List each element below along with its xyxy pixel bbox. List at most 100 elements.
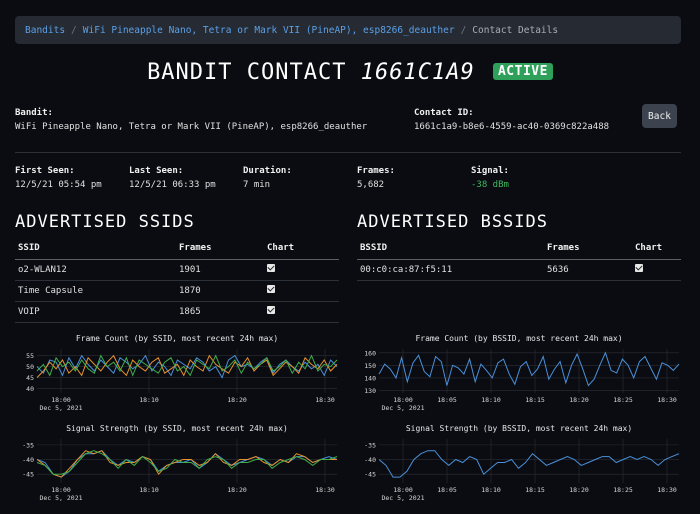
column-header-bssid: BSSID bbox=[357, 238, 544, 260]
x-tick-label: 18:30 bbox=[315, 486, 335, 494]
page-title: BANDIT CONTACT 1661C1A9 ACTIVE bbox=[0, 60, 700, 85]
y-tick-label: -40 bbox=[364, 456, 376, 464]
x-tick-label: 18:25 bbox=[613, 396, 633, 404]
duration-value: 7 min bbox=[243, 180, 271, 190]
x-tick-label: Dec 5, 2021 bbox=[381, 494, 424, 502]
first-seen-label: First Seen: bbox=[15, 166, 75, 176]
last-seen-label: Last Seen: bbox=[129, 166, 184, 176]
chart-title-signal-ssid: Signal Strength (by SSID, most recent 24… bbox=[66, 424, 288, 433]
y-tick-label: 130 bbox=[364, 387, 376, 395]
contact-id-value: 1661c1a9-b8e6-4559-ac40-0369c822a488 bbox=[414, 122, 610, 132]
x-tick-label: 18:05 bbox=[437, 486, 457, 494]
ssid-cell: VOIP bbox=[15, 301, 176, 323]
contact-id-label: Contact ID: bbox=[414, 108, 474, 118]
x-tick-label: 18:20 bbox=[227, 396, 247, 404]
contact-short-id: 1661C1A9 bbox=[360, 60, 475, 85]
bssid-cell: 00:c0:ca:87:f5:11 bbox=[357, 259, 544, 281]
y-tick-label: 55 bbox=[26, 352, 34, 360]
x-tick-label: 18:10 bbox=[139, 486, 159, 494]
breadcrumb-separator: / bbox=[71, 24, 77, 36]
y-tick-label: 45 bbox=[26, 374, 34, 382]
back-button[interactable]: Back bbox=[642, 104, 677, 128]
x-tick-label: 18:00 bbox=[393, 396, 413, 404]
table-row: VOIP 1865 bbox=[15, 301, 339, 323]
x-tick-label: 18:15 bbox=[525, 396, 545, 404]
x-tick-label: 18:10 bbox=[481, 486, 501, 494]
x-tick-label: 18:00 bbox=[51, 486, 71, 494]
frames-cell: 1870 bbox=[176, 280, 264, 302]
table-row: 00:c0:ca:87:f5:11 5636 bbox=[357, 259, 681, 281]
chart-checkbox[interactable] bbox=[635, 264, 643, 272]
breadcrumb-link-bandits[interactable]: Bandits bbox=[25, 24, 66, 36]
breadcrumb-current: Contact Details bbox=[472, 24, 559, 36]
chart-checkbox[interactable] bbox=[267, 306, 275, 314]
y-tick-label: -35 bbox=[364, 441, 376, 449]
column-header-frames: Frames bbox=[544, 238, 632, 260]
series-line bbox=[36, 450, 337, 478]
ssid-cell: o2-WLAN12 bbox=[15, 259, 176, 281]
frames-label: Frames: bbox=[357, 166, 395, 176]
breadcrumb-link-bandit[interactable]: WiFi Pineapple Nano, Tetra or Mark VII (… bbox=[82, 24, 455, 36]
y-tick-label: 50 bbox=[26, 363, 34, 371]
table-header-row: SSID Frames Chart bbox=[15, 238, 339, 260]
series-line bbox=[36, 354, 338, 377]
x-tick-label: 18:00 bbox=[51, 396, 71, 404]
status-badge: ACTIVE bbox=[492, 63, 553, 80]
chart-cell bbox=[264, 259, 339, 281]
x-tick-label: 18:10 bbox=[481, 396, 501, 404]
frames-cell: 1901 bbox=[176, 259, 264, 281]
ssid-cell: Time Capsule bbox=[15, 280, 176, 302]
signal-value: -38 dBm bbox=[471, 180, 509, 190]
title-prefix: BANDIT CONTACT bbox=[147, 60, 347, 85]
x-tick-label: 18:20 bbox=[227, 486, 247, 494]
y-tick-label: 160 bbox=[364, 349, 376, 357]
y-tick-label: -35 bbox=[22, 441, 34, 449]
x-tick-label: 18:00 bbox=[393, 486, 413, 494]
bssid-table: BSSID Frames Chart 00:c0:ca:87:f5:11 563… bbox=[357, 238, 681, 281]
table-row: Time Capsule 1870 bbox=[15, 280, 339, 302]
x-tick-label: 18:30 bbox=[315, 396, 335, 404]
chart-title-frame-count-bssid: Frame Count (by BSSID, most recent 24h m… bbox=[415, 334, 623, 343]
x-tick-label: Dec 5, 2021 bbox=[39, 404, 82, 412]
x-tick-label: 18:30 bbox=[657, 486, 677, 494]
y-tick-label: -45 bbox=[22, 471, 34, 479]
y-tick-label: 140 bbox=[364, 374, 376, 382]
y-tick-label: 150 bbox=[364, 362, 376, 370]
column-header-ssid: SSID bbox=[15, 238, 176, 260]
x-tick-label: 18:20 bbox=[569, 486, 589, 494]
chart-cell bbox=[264, 280, 339, 302]
table-header-row: BSSID Frames Chart bbox=[357, 238, 681, 260]
signal-label: Signal: bbox=[471, 166, 509, 176]
chart-cell bbox=[264, 301, 339, 323]
column-header-frames: Frames bbox=[176, 238, 264, 260]
x-tick-label: 18:20 bbox=[569, 396, 589, 404]
breadcrumb: Bandits / WiFi Pineapple Nano, Tetra or … bbox=[15, 16, 681, 44]
frames-cell: 1865 bbox=[176, 301, 264, 323]
x-tick-label: 18:15 bbox=[525, 486, 545, 494]
y-tick-label: 40 bbox=[26, 385, 34, 393]
x-tick-label: 18:10 bbox=[139, 396, 159, 404]
divider bbox=[15, 152, 681, 153]
chart-checkbox[interactable] bbox=[267, 264, 275, 272]
series-line bbox=[36, 450, 338, 475]
ssid-table: SSID Frames Chart o2-WLAN12 1901 Time Ca… bbox=[15, 238, 339, 323]
x-tick-label: 18:25 bbox=[613, 486, 633, 494]
y-tick-label: -45 bbox=[364, 471, 376, 479]
chart-title-signal-bssid: Signal Strength (by BSSID, most recent 2… bbox=[405, 424, 633, 433]
column-header-chart: Chart bbox=[632, 238, 681, 260]
chart-cell bbox=[632, 259, 681, 281]
chart-checkbox[interactable] bbox=[267, 285, 275, 293]
table-row: o2-WLAN12 1901 bbox=[15, 259, 339, 281]
x-tick-label: Dec 5, 2021 bbox=[381, 404, 424, 412]
bandit-label: Bandit: bbox=[15, 108, 53, 118]
chart-title-frame-count-ssid: Frame Count (by SSID, most recent 24h ma… bbox=[75, 334, 279, 343]
ssids-heading: ADVERTISED SSIDS bbox=[15, 212, 195, 232]
first-seen-value: 12/5/21 05:54 pm bbox=[15, 180, 102, 190]
last-seen-value: 12/5/21 06:33 pm bbox=[129, 180, 216, 190]
column-header-chart: Chart bbox=[264, 238, 339, 260]
breadcrumb-separator: / bbox=[460, 24, 467, 36]
x-tick-label: Dec 5, 2021 bbox=[39, 494, 82, 502]
